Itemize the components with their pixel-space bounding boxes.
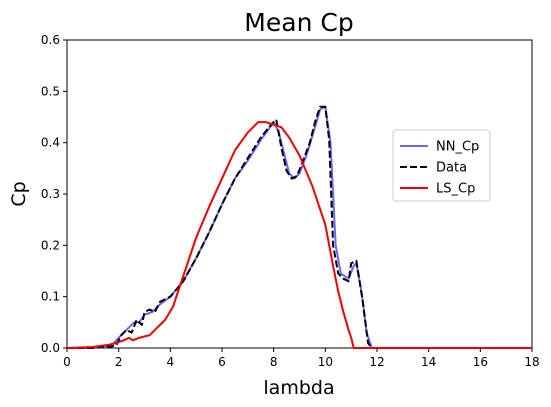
legend-label: LS_Cp (436, 182, 475, 197)
legend-label: Data (436, 161, 467, 176)
x-tick-label: 6 (218, 355, 226, 369)
y-tick-label: 0.3 (41, 187, 60, 201)
y-tick-label: 0.2 (41, 238, 60, 252)
y-tick-label: 0.4 (41, 136, 60, 150)
x-tick-label: 10 (318, 355, 333, 369)
y-tick-label: 0.5 (41, 84, 60, 98)
x-tick-label: 16 (473, 355, 488, 369)
legend-items: NN_Cp Data LS_Cp (400, 140, 479, 197)
x-tick-label: 12 (369, 355, 384, 369)
x-tick-label: 8 (270, 355, 278, 369)
legend-box (392, 129, 491, 202)
y-tick-label: 0.0 (41, 341, 60, 355)
series-lines (66, 105, 532, 349)
legend: NN_Cp Data LS_Cp (392, 129, 491, 202)
series-line-ls-cp (66, 121, 532, 349)
y-tick-label: 0.6 (41, 33, 60, 47)
x-tick-label: 18 (524, 355, 539, 369)
x-tick-label: 4 (167, 355, 175, 369)
plot-area: 0 2 4 6 8 10 12 14 16 18 0.0 0.1 0.2 0.3 0.4 0.5 0.6 (41, 33, 540, 369)
series-line-data (67, 105, 532, 349)
y-axis-title: Cp (8, 181, 30, 206)
legend-label: NN_Cp (436, 140, 479, 155)
y-tick-label: 0.1 (41, 290, 60, 304)
x-axis-ticks: 0 2 4 6 8 10 12 14 16 18 (63, 348, 540, 369)
x-tick-label: 14 (421, 355, 436, 369)
x-axis-title: lambda (263, 377, 334, 399)
x-tick-label: 2 (115, 355, 123, 369)
x-tick-label: 0 (63, 355, 71, 369)
chart-title: Mean Cp (244, 8, 353, 37)
y-axis-ticks: 0.0 0.1 0.2 0.3 0.4 0.5 0.6 (41, 33, 67, 355)
